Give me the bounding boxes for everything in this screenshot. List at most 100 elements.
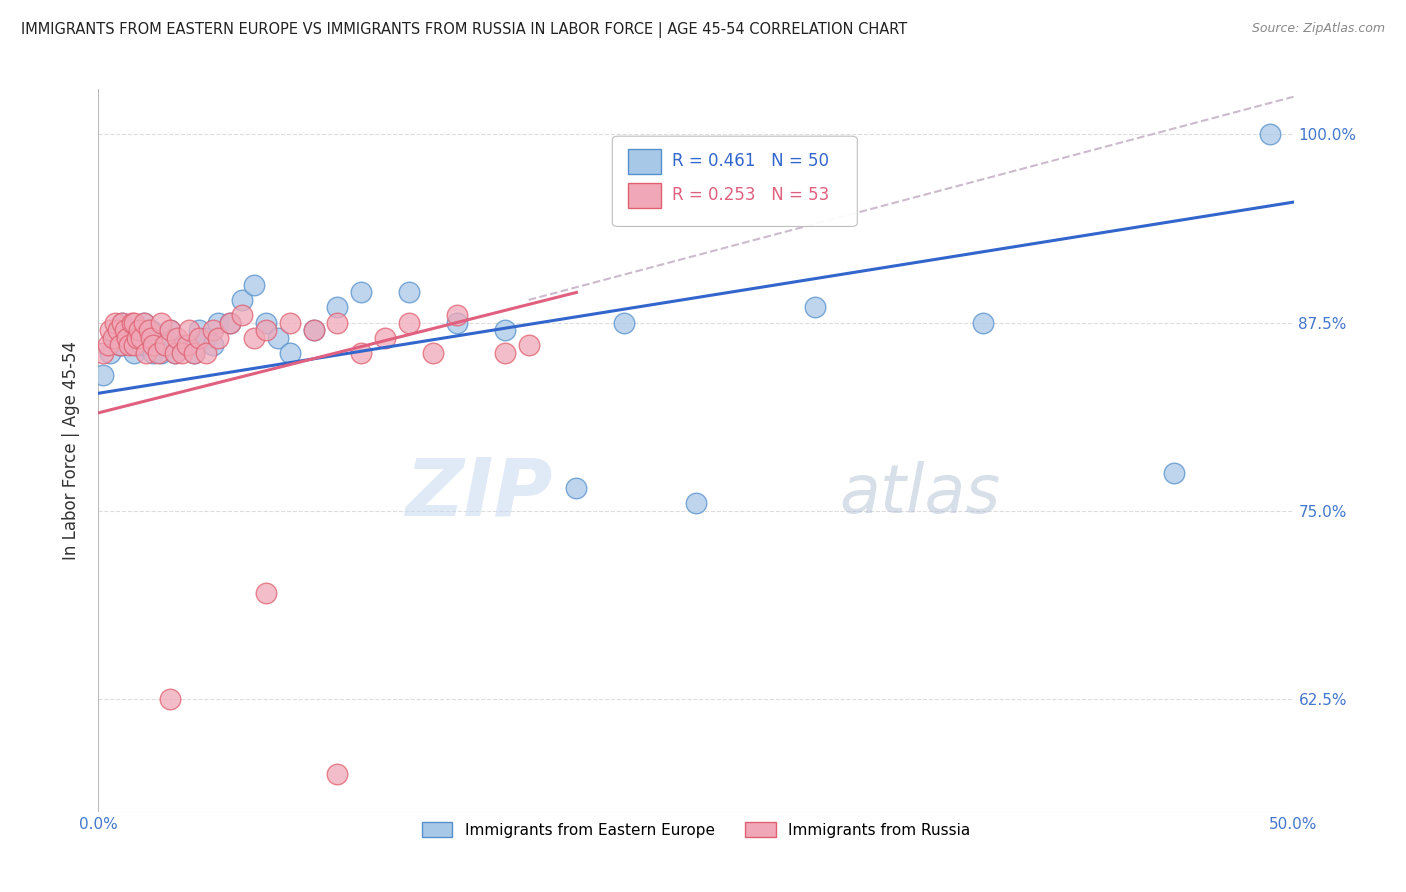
Text: ZIP: ZIP: [405, 455, 553, 533]
Point: [613, 316, 636, 330]
Bar: [628, 149, 661, 175]
Point: [118, 338, 141, 352]
Point: [163, 345, 186, 359]
Point: [254, 586, 277, 600]
Point: [101, 330, 124, 344]
Point: [124, 316, 146, 330]
Point: [104, 330, 127, 344]
Point: [115, 330, 138, 344]
Point: [155, 338, 177, 352]
Point: [135, 345, 157, 359]
Point: [494, 345, 516, 359]
Point: [142, 338, 165, 352]
Point: [350, 345, 373, 359]
Point: [254, 323, 277, 337]
Point: [128, 323, 150, 337]
Point: [131, 330, 153, 344]
Point: [132, 316, 155, 330]
Point: [326, 301, 349, 315]
Point: [326, 316, 349, 330]
Point: [398, 285, 420, 300]
Point: [98, 323, 122, 337]
Text: R = 0.461   N = 50: R = 0.461 N = 50: [672, 153, 830, 170]
Point: [135, 338, 157, 352]
Point: [104, 316, 127, 330]
Point: [243, 330, 266, 344]
Point: [231, 293, 253, 307]
Point: [98, 345, 122, 359]
Point: [163, 345, 186, 359]
Point: [149, 345, 172, 359]
Point: [278, 345, 301, 359]
Point: [243, 277, 266, 292]
Text: Source: ZipAtlas.com: Source: ZipAtlas.com: [1251, 22, 1385, 36]
Point: [139, 330, 162, 344]
Point: [124, 338, 146, 352]
Point: [128, 323, 150, 337]
Point: [374, 330, 396, 344]
Point: [326, 767, 349, 781]
Point: [138, 330, 160, 344]
Point: [195, 330, 218, 344]
Point: [207, 316, 229, 330]
Point: [118, 323, 141, 337]
Point: [108, 338, 131, 352]
Point: [132, 316, 155, 330]
Point: [97, 338, 120, 352]
Point: [972, 316, 994, 330]
Point: [107, 323, 129, 337]
Point: [187, 330, 209, 344]
Point: [1258, 128, 1281, 142]
Point: [139, 323, 162, 337]
Point: [111, 338, 134, 352]
Point: [91, 368, 114, 383]
Text: IMMIGRANTS FROM EASTERN EUROPE VS IMMIGRANTS FROM RUSSIA IN LABOR FORCE | AGE 45: IMMIGRANTS FROM EASTERN EUROPE VS IMMIGR…: [21, 22, 907, 38]
Point: [179, 338, 201, 352]
Point: [125, 330, 148, 344]
Point: [124, 345, 146, 359]
Point: [155, 330, 177, 344]
Point: [804, 301, 827, 315]
Point: [172, 345, 194, 359]
Point: [422, 345, 444, 359]
Text: atlas: atlas: [839, 461, 1001, 527]
Point: [121, 316, 143, 330]
Point: [565, 481, 588, 495]
Point: [111, 316, 134, 330]
Point: [115, 330, 138, 344]
Point: [183, 345, 205, 359]
Bar: [628, 183, 661, 209]
Point: [172, 338, 194, 352]
Point: [207, 330, 229, 344]
Point: [138, 323, 160, 337]
Point: [494, 323, 516, 337]
Point: [517, 338, 540, 352]
Point: [446, 308, 468, 322]
Point: [219, 316, 242, 330]
Point: [350, 285, 373, 300]
Point: [111, 316, 134, 330]
Point: [148, 338, 170, 352]
Point: [202, 338, 225, 352]
Point: [148, 345, 170, 359]
Legend: Immigrants from Eastern Europe, Immigrants from Russia: Immigrants from Eastern Europe, Immigran…: [416, 815, 976, 844]
Point: [114, 323, 136, 337]
Point: [176, 338, 198, 352]
Point: [202, 323, 225, 337]
Point: [231, 308, 253, 322]
Point: [125, 330, 148, 344]
Point: [91, 345, 114, 359]
Point: [131, 338, 153, 352]
Point: [302, 323, 325, 337]
Point: [149, 316, 172, 330]
Point: [159, 323, 181, 337]
Point: [1163, 466, 1185, 480]
Point: [179, 323, 201, 337]
Text: R = 0.253   N = 53: R = 0.253 N = 53: [672, 186, 830, 204]
Point: [254, 316, 277, 330]
Point: [183, 345, 205, 359]
Point: [107, 323, 129, 337]
Point: [166, 330, 188, 344]
Point: [187, 323, 209, 337]
FancyBboxPatch shape: [613, 136, 858, 227]
